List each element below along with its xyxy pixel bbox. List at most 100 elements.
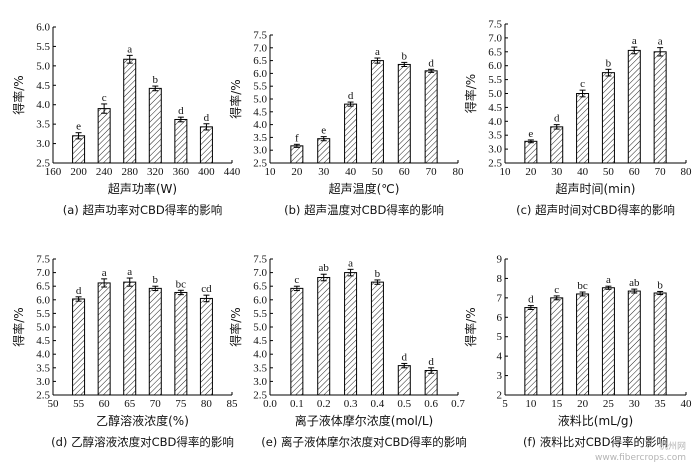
y-tick-label: 6.5 [253, 281, 267, 293]
x-tick-label: 30 [318, 166, 330, 178]
bar [344, 272, 358, 396]
y-tick-label: 2.5 [488, 158, 502, 170]
x-tick-label: 0.2 [317, 398, 331, 410]
y-tick-label: 3 [497, 370, 503, 382]
watermark: 杭州网 www.fibercrops.com [595, 442, 686, 464]
significance-letter: c [580, 78, 585, 90]
x-axis-label: 超声功率(W) [108, 181, 177, 196]
significance-letter: ab [319, 262, 330, 274]
y-tick-label: 2.5 [253, 158, 267, 170]
bar [317, 138, 331, 164]
x-tick-label: 5 [502, 398, 508, 410]
y-tick-label: 6.0 [488, 60, 502, 72]
y-tick-label: 5 [497, 331, 503, 343]
bar [97, 282, 111, 396]
y-tick-label: 6.0 [36, 294, 50, 306]
bar [199, 297, 213, 396]
x-tick-label: 0.3 [344, 398, 358, 410]
significance-letter: d [178, 105, 184, 117]
significance-letter: ab [629, 277, 640, 289]
significance-letter: c [294, 274, 299, 286]
x-tick-label: 50 [603, 166, 615, 178]
y-axis-label: 得率/% [11, 75, 26, 114]
significance-letter: d [402, 351, 408, 363]
significance-letter: d [76, 285, 82, 297]
y-tick-label: 6 [497, 312, 503, 324]
bar [524, 140, 538, 164]
significance-letter: e [321, 125, 326, 137]
y-tick-label: 4.0 [36, 99, 50, 111]
significance-letter: b [402, 50, 408, 62]
x-tick-label: 0.4 [371, 398, 385, 410]
significance-letter: d [528, 294, 534, 306]
significance-letter: b [153, 74, 159, 86]
y-axis-label: 得率/% [11, 307, 26, 346]
y-tick-label: 5.5 [36, 41, 50, 53]
bar [97, 108, 111, 164]
x-tick-label: 70 [655, 166, 667, 178]
y-tick-label: 7.5 [253, 30, 267, 42]
x-tick-label: 85 [227, 398, 239, 410]
bar [72, 298, 86, 396]
x-tick-label: 15 [551, 398, 563, 410]
y-axis-label: 得率/% [228, 79, 243, 118]
x-tick-label: 30 [551, 166, 563, 178]
bar [199, 126, 213, 164]
y-tick-label: 5.0 [36, 322, 50, 334]
significance-letter: e [76, 121, 81, 133]
bar [424, 70, 438, 164]
x-tick-label: 50 [372, 166, 384, 178]
x-tick-label: 10 [525, 398, 537, 410]
x-tick-label: 0.5 [397, 398, 411, 410]
bar [601, 72, 615, 164]
bar [397, 365, 411, 396]
y-tick-label: 4.5 [36, 80, 50, 92]
x-tick-label: 0.1 [290, 398, 304, 410]
x-tick-label: 55 [73, 398, 85, 410]
x-tick-label: 0.6 [424, 398, 438, 410]
y-tick-label: 7.0 [488, 32, 502, 44]
bar [370, 60, 384, 164]
x-tick-label: 20 [525, 166, 537, 178]
bar [370, 281, 384, 396]
bar [653, 51, 667, 164]
y-axis-label: 得率/% [463, 307, 478, 346]
y-tick-label: 3.0 [253, 145, 267, 157]
bar [601, 287, 615, 396]
significance-letter: a [632, 35, 637, 47]
y-tick-label: 5.5 [253, 81, 267, 93]
significance-letter: f [295, 132, 299, 144]
significance-letter: b [375, 268, 381, 280]
bar [576, 93, 590, 164]
bar [550, 297, 564, 396]
significance-letter: e [528, 128, 533, 140]
y-tick-label: 7.0 [253, 267, 267, 279]
significance-letter: a [658, 36, 663, 48]
y-tick-label: 4.5 [36, 335, 50, 347]
x-tick-label: 50 [48, 398, 60, 410]
y-tick-label: 3.0 [36, 138, 50, 150]
x-axis-label: 超声温度(℃) [329, 181, 400, 196]
bar [424, 370, 438, 396]
watermark-line-2: www.fibercrops.com [595, 453, 686, 463]
x-tick-label: 10 [500, 166, 512, 178]
bar [290, 287, 304, 396]
bar [290, 145, 304, 164]
y-tick-label: 7.0 [36, 267, 50, 279]
significance-letter: a [348, 257, 353, 269]
panel-caption: (e) 离子液体摩尔浓度对CBD得率的影响 [261, 435, 466, 449]
x-tick-label: 40 [577, 166, 589, 178]
y-tick-label: 8 [497, 273, 503, 285]
x-tick-label: 60 [399, 166, 411, 178]
bar [576, 293, 590, 396]
y-tick-label: 6.5 [36, 281, 50, 293]
bar [397, 63, 411, 164]
x-tick-label: 60 [99, 398, 111, 410]
y-tick-label: 6.5 [253, 55, 267, 67]
bar [653, 292, 667, 396]
y-tick-label: 6.0 [36, 22, 50, 34]
y-tick-label: 3.5 [253, 132, 267, 144]
significance-letter: a [606, 274, 611, 286]
panel-caption: (d) 乙醇溶液浓度对CBD得率的影响 [51, 435, 234, 449]
y-tick-label: 6.0 [253, 294, 267, 306]
